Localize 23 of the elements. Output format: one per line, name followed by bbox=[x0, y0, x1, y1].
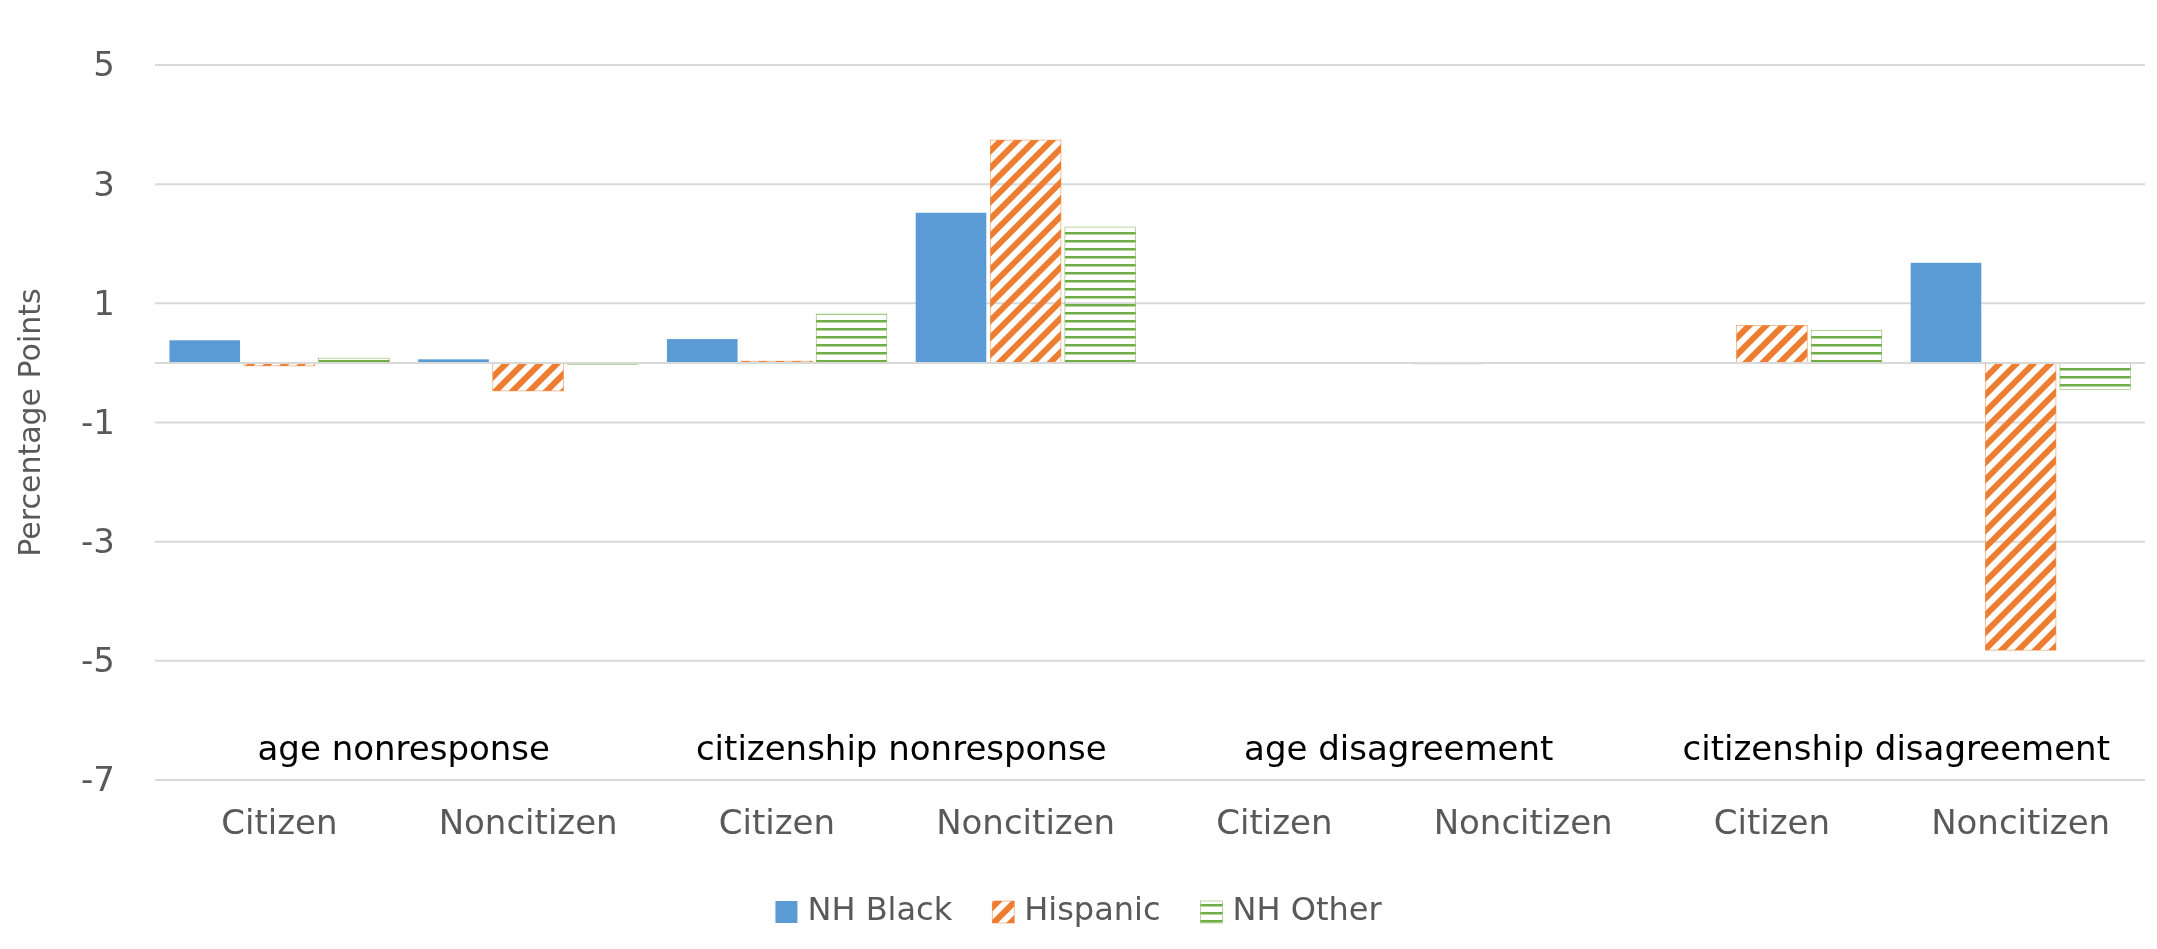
legend-label: Hispanic bbox=[1024, 890, 1161, 928]
y-tick-label: -3 bbox=[81, 521, 115, 562]
annotation: age nonresponse bbox=[257, 728, 550, 768]
legend-label: NH Black bbox=[807, 890, 953, 928]
x-tick-label: Noncitizen bbox=[936, 802, 1116, 843]
x-tick-label: Citizen bbox=[221, 802, 338, 843]
y-tick-label: 5 bbox=[93, 44, 115, 85]
y-tick-label: 1 bbox=[93, 282, 115, 323]
legend-label: NH Other bbox=[1232, 890, 1383, 928]
y-tick-label: -5 bbox=[81, 640, 115, 681]
y-tick-label: -1 bbox=[81, 401, 115, 442]
annotation: citizenship nonresponse bbox=[695, 728, 1107, 768]
x-tick-label: Citizen bbox=[718, 802, 836, 843]
annotation: citizenship disagreement bbox=[1682, 728, 2110, 768]
annotation: age disagreement bbox=[1244, 728, 1554, 768]
y-tick-label: 3 bbox=[93, 163, 115, 204]
x-tick-label: Citizen bbox=[1216, 802, 1333, 843]
x-tick-label: Noncitizen bbox=[1931, 802, 2111, 843]
y-tick-label: -7 bbox=[81, 759, 115, 800]
x-tick-label: Noncitizen bbox=[438, 802, 618, 843]
x-tick-label: Noncitizen bbox=[1433, 802, 1613, 843]
y-axis-title: Percentage Points bbox=[12, 288, 47, 557]
x-tick-label: Citizen bbox=[1713, 802, 1831, 843]
